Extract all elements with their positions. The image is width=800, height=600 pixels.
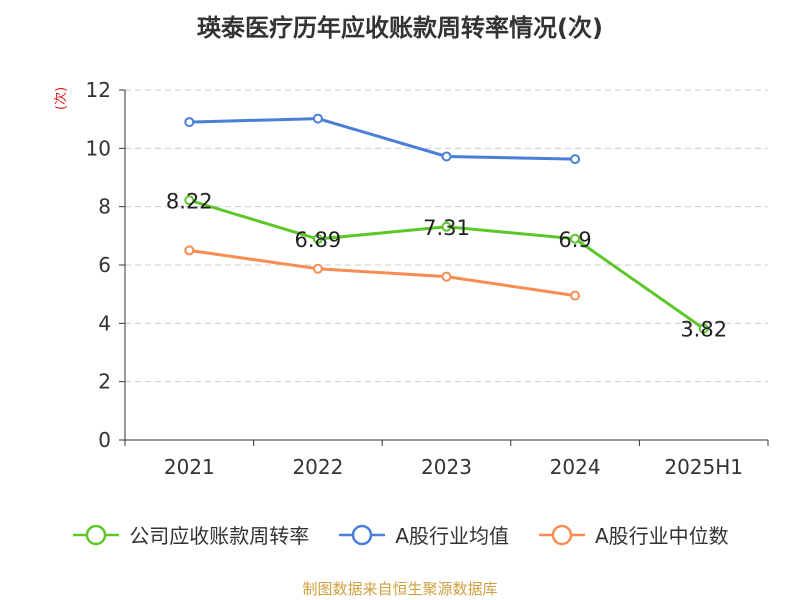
legend-line-icon [339, 524, 386, 545]
legend-item[interactable]: A股行业中位数 [537, 520, 729, 549]
x-tick-label: 2021 [164, 455, 215, 479]
data-label: 8.22 [166, 189, 213, 213]
x-tick-label: 2025H1 [664, 455, 743, 479]
data-point [184, 117, 195, 128]
data-point [441, 221, 452, 232]
series-line [189, 117, 576, 161]
data-point [441, 151, 452, 162]
x-tick-label: 2024 [550, 455, 601, 479]
data-label: 7.31 [423, 216, 470, 240]
legend-line-icon [73, 524, 120, 545]
data-point [184, 245, 195, 256]
data-label: 6.9 [558, 228, 591, 252]
chart-title: 瑛泰医疗历年应收账款周转率情况(次) [197, 14, 603, 42]
legend-label: 公司应收账款周转率 [129, 524, 310, 548]
data-point [441, 271, 452, 282]
legend-label: A股行业中位数 [595, 524, 729, 548]
data-point [698, 323, 709, 334]
legend-label: A股行业均值 [395, 524, 509, 548]
legend-item[interactable]: A股行业均值 [337, 520, 509, 549]
y-tick-label: 10 [86, 136, 111, 160]
data-label: 6.89 [295, 228, 342, 252]
data-point [184, 195, 195, 206]
y-tick-label: 2 [98, 370, 111, 394]
legend: 公司应收账款周转率 A股行业均值 A股行业中位数 [0, 520, 800, 549]
data-point [312, 263, 323, 274]
data-point [312, 234, 323, 245]
y-tick-label: 12 [86, 78, 111, 102]
y-tick-label: 0 [98, 428, 111, 452]
y-tick-label: 8 [98, 195, 111, 219]
data-label: 3.82 [680, 318, 727, 342]
legend-item[interactable]: 公司应收账款周转率 [71, 520, 309, 549]
x-tick-label: 2023 [421, 455, 472, 479]
y-tick-label: 4 [98, 311, 111, 335]
data-point [570, 154, 581, 165]
source-note: 制图数据来自恒生聚源数据库 [302, 580, 498, 598]
y-tick-label: 6 [98, 253, 111, 277]
series-line [189, 248, 576, 298]
data-point [570, 233, 581, 244]
x-tick-label: 2022 [292, 455, 343, 479]
data-point [570, 290, 581, 301]
data-point [312, 113, 323, 124]
legend-line-icon [539, 524, 585, 545]
